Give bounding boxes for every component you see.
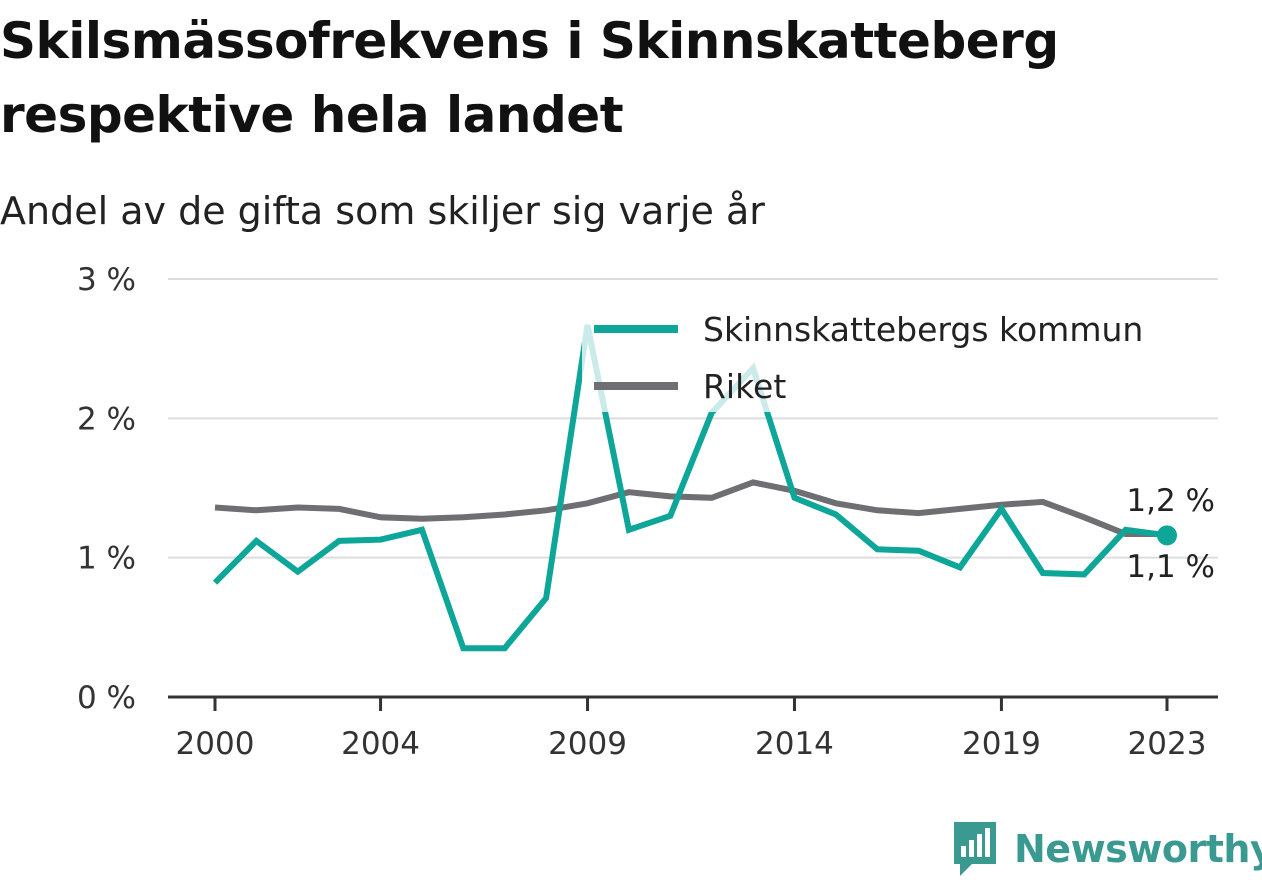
legend: Skinnskattebergs kommun Riket [582, 310, 1192, 412]
x-tick-label: 2004 [341, 726, 420, 762]
end-label-riket: 1,2 % [1126, 483, 1215, 519]
chart-subtitle: Andel av de gifta som skiljer sig varje … [0, 189, 765, 233]
x-tick-label: 2009 [548, 726, 627, 762]
newsworthy-logo: Newsworthy [950, 818, 1262, 880]
y-tick-label: 0 % [77, 680, 136, 716]
x-tick-label: 2019 [962, 726, 1041, 762]
series-line-riket [214, 479, 1167, 537]
x-tick-label: 2000 [176, 726, 255, 762]
end-label-kommun: 1,1 % [1126, 549, 1215, 585]
gridlines [168, 278, 1218, 559]
x-tick-label: 2023 [1128, 726, 1207, 762]
series-end-point [1157, 525, 1177, 546]
y-tick-label: 3 % [77, 262, 136, 298]
newsworthy-logo-icon [954, 822, 996, 876]
brand-name: Newsworthy [1014, 827, 1262, 871]
end-labels: 1,2 % 1,1 % [1126, 483, 1215, 585]
chart-title: Skilsmässofrekvens i Skinnskatteberg res… [0, 12, 1059, 144]
legend-label-riket: Riket [703, 367, 786, 406]
legend-label-kommun: Skinnskattebergs kommun [703, 310, 1143, 349]
y-tick-label: 2 % [77, 401, 136, 437]
y-tick-label: 1 % [77, 541, 136, 577]
series-line-kommun [212, 324, 1168, 652]
axes: 0 % 1 % 2 % 3 % 2000 2004 2009 2014 2019 2023 [77, 262, 1218, 762]
x-tick-label: 2014 [755, 726, 834, 762]
series-lines [212, 324, 1177, 652]
legend-background [582, 312, 1192, 412]
